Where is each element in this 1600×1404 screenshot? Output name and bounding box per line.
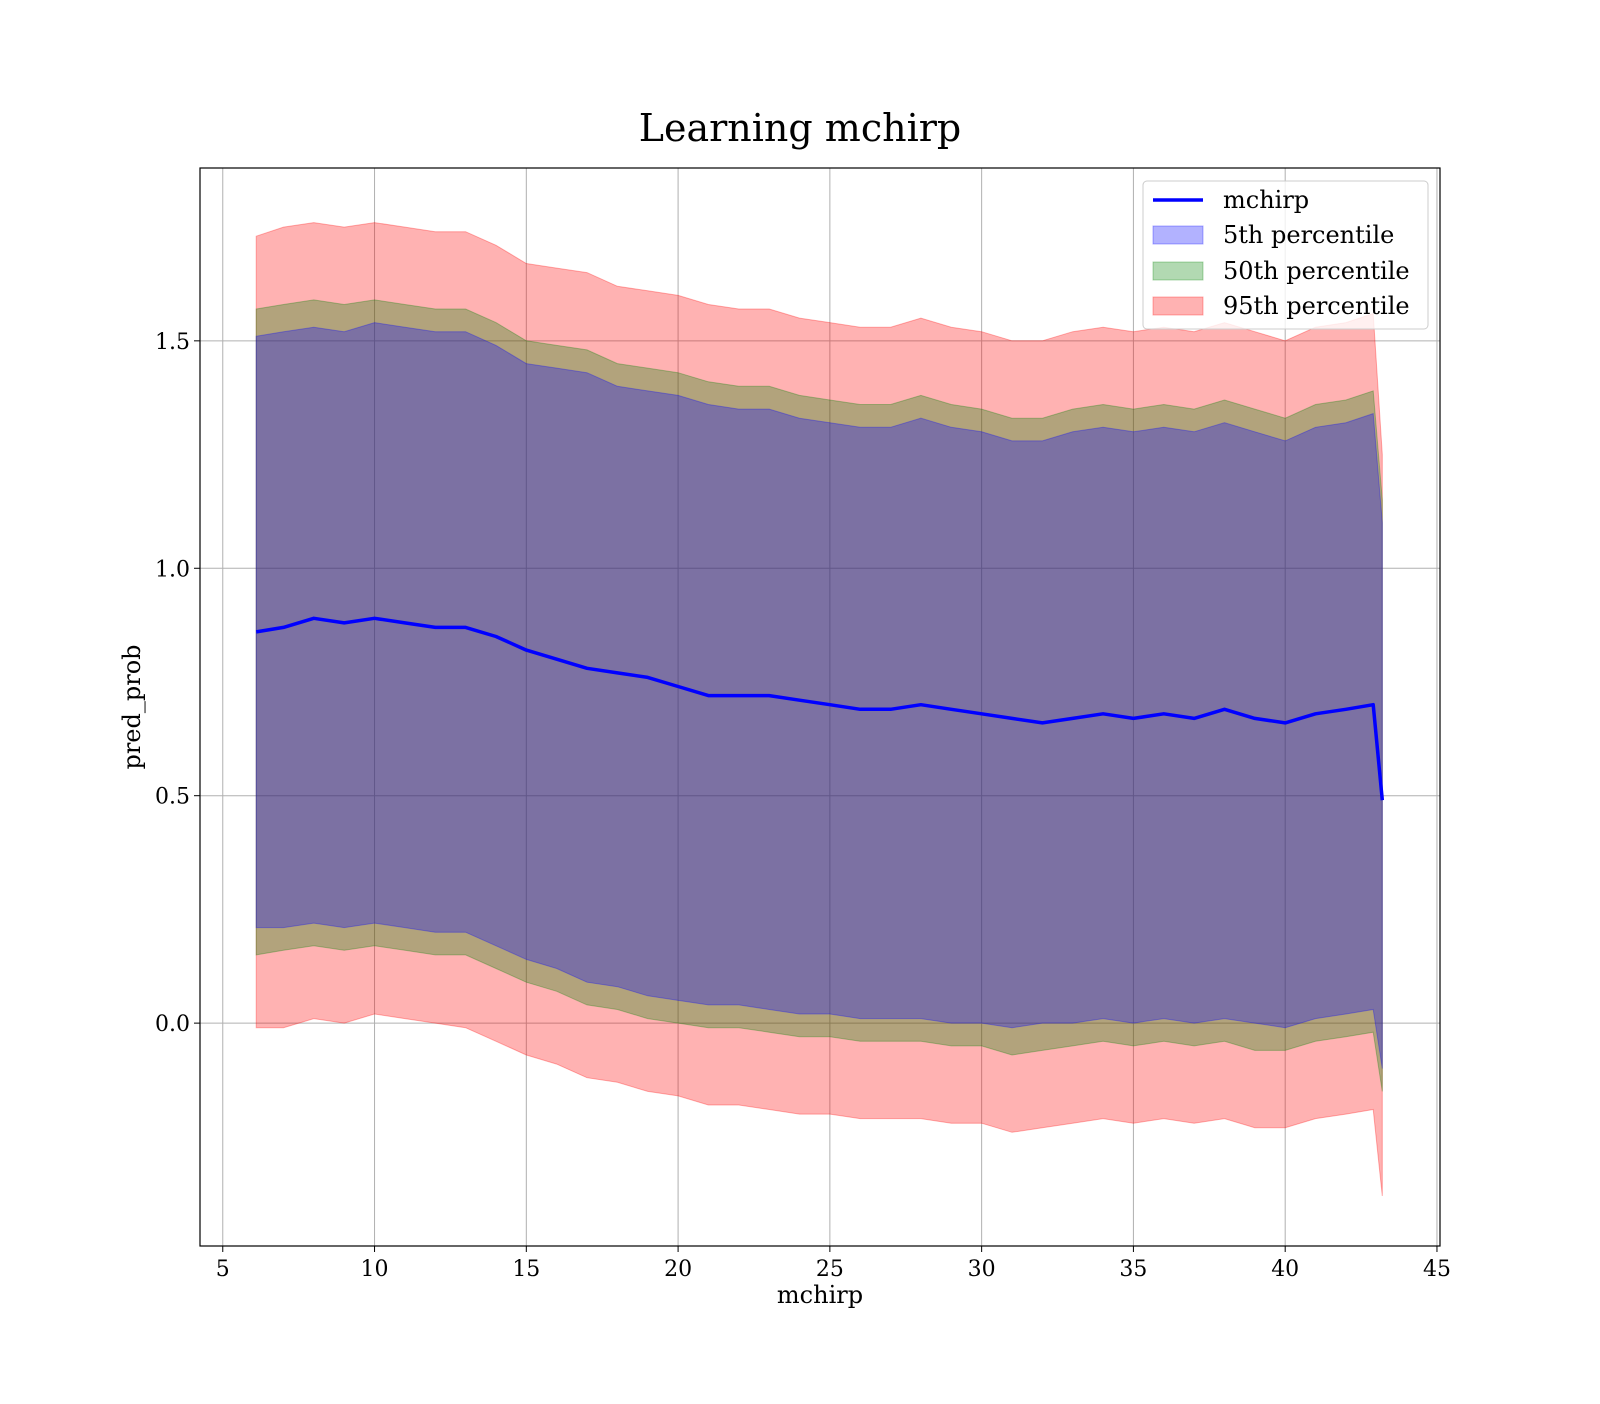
- x-tick-label: 40: [1271, 1257, 1299, 1282]
- legend-label-5th-percentile: 5th percentile: [1223, 221, 1394, 249]
- x-tick-label: 35: [1119, 1257, 1147, 1282]
- legend-box: [1142, 180, 1429, 330]
- line-mchirp: [255, 616, 1385, 801]
- x-tick-label: 10: [361, 1257, 389, 1282]
- legend: mchirp 5th percentile 50th percentile 95…: [1142, 180, 1429, 330]
- legend-swatch-95th-percentile: [1152, 296, 1204, 316]
- y-tick-label: 1.5: [155, 330, 190, 355]
- chart-title: Learning mchirp: [639, 106, 961, 150]
- grid-lines: [200, 168, 1440, 1246]
- x-tick-label: 30: [968, 1257, 996, 1282]
- band-5th-percentile: [255, 322, 1383, 1069]
- legend-swatch-5th-percentile: [1152, 225, 1204, 245]
- legend-label-95th-percentile: 95th percentile: [1223, 292, 1410, 320]
- x-tick-label: 20: [664, 1257, 692, 1282]
- x-tick-label: 25: [816, 1257, 844, 1282]
- x-axis-title: mchirp: [777, 1281, 863, 1309]
- plot-frame: [199, 167, 1441, 1247]
- y-axis-title: pred_prob: [118, 644, 146, 769]
- legend-label-50th-percentile: 50th percentile: [1223, 257, 1410, 285]
- y-tick-label: 0.5: [155, 785, 190, 810]
- x-tick-label: 45: [1423, 1257, 1451, 1282]
- axis-ticks: 5 10 15 20 25 30 35 40 45 0.0 0.5 1.0 1.5: [155, 330, 1451, 1282]
- legend-swatch-50th-percentile: [1152, 261, 1204, 281]
- legend-label-mchirp: mchirp: [1223, 186, 1309, 214]
- y-tick-label: 0.0: [155, 1012, 190, 1037]
- percentile-bands: [255, 222, 1383, 1197]
- x-tick-label: 15: [512, 1257, 540, 1282]
- band-95th-percentile: [255, 222, 1383, 1197]
- band-50th-percentile: [255, 299, 1383, 1092]
- mean-line-layer: [255, 616, 1385, 801]
- y-tick-label: 1.0: [155, 557, 190, 582]
- x-tick-label: 5: [216, 1257, 230, 1282]
